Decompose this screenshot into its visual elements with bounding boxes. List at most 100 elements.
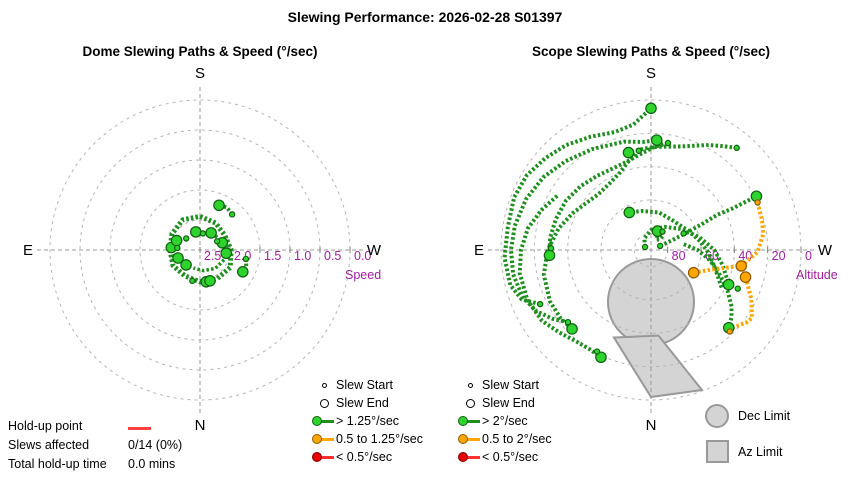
stat-row-holdup-point: Hold-up point <box>8 417 182 436</box>
radial-axis-name: Altitude <box>796 268 838 282</box>
slew-start-dot <box>183 235 190 242</box>
legend-item-dec-limit: Dec Limit <box>696 404 790 428</box>
compass-label-s: S <box>646 65 656 82</box>
legend-label: Az Limit <box>738 444 783 459</box>
slew-end-dot <box>220 247 233 260</box>
slew-end-dot <box>622 146 635 159</box>
radial-tick-label: 1.5 <box>264 249 281 263</box>
slew-end-dot <box>236 265 249 278</box>
scope-plot-title: Scope Slewing Paths & Speed (°/sec) <box>532 44 770 59</box>
radial-tick-label: 0.0 <box>354 249 371 263</box>
legend-item-slew-end: Slew End <box>312 394 423 412</box>
legend-label: < 0.5°/sec <box>336 450 393 464</box>
radial-tick-label: 0.5 <box>324 249 341 263</box>
legend-label: > 2°/sec <box>482 414 528 428</box>
radial-tick-label: 2.0 <box>234 249 251 263</box>
radial-tick-label: 0 <box>805 249 812 263</box>
slew-start-dot <box>199 230 207 237</box>
slew-end-dot <box>623 206 636 219</box>
slew-end-dot-orange <box>735 260 748 272</box>
green-speed-icon <box>458 416 482 426</box>
slew-path-green <box>659 194 758 248</box>
red-speed-icon <box>312 452 336 462</box>
legend-item-slew-start: Slew Start <box>458 376 552 394</box>
slew-start-dot-orange <box>726 328 733 335</box>
slew-end-dot-orange <box>739 271 752 283</box>
dome-plot-title: Dome Slewing Paths & Speed (°/sec) <box>82 44 318 59</box>
orange-speed-icon <box>458 434 482 444</box>
stat-row-slews-affected: Slews affected 0/14 (0%) <box>8 436 182 455</box>
radial-tick-label: 80 <box>672 249 686 263</box>
slew-start-dot <box>213 238 221 245</box>
legend-item-medium: 0.5 to 1.25°/sec <box>312 430 423 448</box>
holdup-stats: Hold-up point Slews affected 0/14 (0%) T… <box>8 417 182 473</box>
limits-legend: Dec Limit Az Limit <box>696 404 790 475</box>
legend-item-fast: > 2°/sec <box>458 412 552 430</box>
page-title: Slewing Performance: 2026-02-28 S01397 <box>287 9 563 25</box>
legend-label: 0.5 to 2°/sec <box>482 432 552 446</box>
legend-label: Slew End <box>336 396 389 410</box>
slew-start-dot <box>664 139 672 147</box>
dec-limit-icon <box>705 404 729 428</box>
slew-end-dot-orange <box>687 266 700 279</box>
slew-end-dot <box>722 278 735 291</box>
slew-start-dot <box>536 300 544 308</box>
slew-end-dot <box>595 351 607 364</box>
slew-end-dot <box>543 249 556 262</box>
slew-end-dot <box>645 102 657 115</box>
slew-path-green <box>517 194 603 359</box>
radial-tick-label: 1.0 <box>294 249 311 263</box>
legend-label: < 0.5°/sec <box>482 450 539 464</box>
radial-axis-name: Speed <box>345 268 381 282</box>
stat-label: Hold-up point <box>8 419 83 434</box>
stat-value: 0/14 (0%) <box>128 438 183 453</box>
slew-path-green <box>541 149 641 331</box>
slew-end-icon <box>319 398 329 408</box>
slew-path-green <box>547 141 669 256</box>
stat-label: Slews affected <box>8 438 90 453</box>
slew-start-dot <box>659 228 666 235</box>
orange-speed-icon <box>312 434 336 444</box>
az-limit-icon <box>705 440 729 463</box>
legend-item-az-limit: Az Limit <box>696 440 790 463</box>
slew-path-green <box>509 138 658 325</box>
slew-start-dot <box>680 230 687 237</box>
slew-start-dot <box>189 277 196 285</box>
legend-label: > 1.25°/sec <box>336 414 400 428</box>
scope-legend: Slew Start Slew End > 2°/sec 0.5 to 2°/s… <box>458 376 552 466</box>
slew-path-orange <box>733 202 766 330</box>
stat-value: 0.0 mins <box>128 456 176 471</box>
compass-label-w: W <box>367 242 382 259</box>
slew-end-dot <box>213 199 225 212</box>
stat-label: Total hold-up time <box>8 456 107 471</box>
slew-end-dot <box>190 226 202 238</box>
green-speed-icon <box>312 416 336 426</box>
legend-item-slow: < 0.5°/sec <box>458 448 552 466</box>
compass-label-n: N <box>195 417 206 434</box>
legend-item-medium: 0.5 to 2°/sec <box>458 430 552 448</box>
slew-end-dot <box>170 234 183 247</box>
slew-start-icon <box>467 382 473 388</box>
slew-end-icon <box>465 398 475 408</box>
legend-item-slew-start: Slew Start <box>312 376 423 394</box>
legend-label: Slew End <box>482 396 535 410</box>
slew-start-dot-orange <box>754 199 761 206</box>
legend-item-fast: > 1.25°/sec <box>312 412 423 430</box>
slew-start-dot <box>242 255 250 263</box>
slew-start-dot <box>635 147 643 154</box>
slew-end-dot <box>204 275 216 287</box>
slew-end-dot <box>172 252 184 264</box>
compass-label-s: S <box>195 65 205 82</box>
slew-start-dot <box>593 348 601 355</box>
slew-path-green <box>192 231 227 273</box>
slew-end-dot <box>566 323 578 335</box>
red-speed-icon <box>458 452 482 462</box>
compass-label-n: N <box>646 417 657 434</box>
slew-start-dot <box>564 318 572 326</box>
stat-row-holdup-time: Total hold-up time 0.0 mins <box>8 455 182 474</box>
compass-label-w: W <box>818 242 833 259</box>
legend-label: Dec Limit <box>738 409 791 423</box>
radial-tick-label: 20 <box>772 249 786 263</box>
slew-start-dot <box>174 244 181 252</box>
